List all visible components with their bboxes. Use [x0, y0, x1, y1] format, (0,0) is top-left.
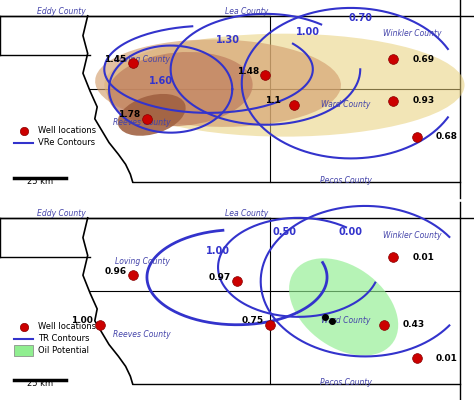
- Text: Ward County: Ward County: [321, 100, 371, 110]
- Text: Eddy County: Eddy County: [37, 209, 86, 218]
- Text: Lea County: Lea County: [225, 209, 268, 218]
- Text: 0.43: 0.43: [403, 320, 425, 329]
- Bar: [14, 344, 33, 356]
- Text: 0.50: 0.50: [273, 227, 296, 237]
- Text: 1.30: 1.30: [216, 35, 239, 45]
- Text: Oil Potential: Oil Potential: [38, 346, 89, 355]
- Text: Winkler County: Winkler County: [383, 29, 442, 38]
- Text: Lea County: Lea County: [225, 7, 268, 16]
- Text: 0.01: 0.01: [412, 253, 434, 262]
- Text: 0.70: 0.70: [348, 13, 372, 23]
- Text: Pecos County: Pecos County: [320, 176, 372, 185]
- Text: 0.00: 0.00: [339, 227, 363, 237]
- Text: Loving County: Loving County: [115, 55, 170, 64]
- Text: 25 km: 25 km: [27, 379, 54, 388]
- Text: 0.97: 0.97: [209, 273, 231, 282]
- Text: 1.00: 1.00: [296, 27, 320, 37]
- Ellipse shape: [104, 34, 465, 137]
- Text: Eddy County: Eddy County: [37, 7, 86, 16]
- Text: Well locations: Well locations: [38, 126, 96, 135]
- Text: TR Contours: TR Contours: [38, 334, 90, 343]
- Text: 0.68: 0.68: [436, 132, 458, 141]
- Text: Reeves County: Reeves County: [113, 118, 171, 127]
- Text: Pecos County: Pecos County: [320, 378, 372, 387]
- Text: 1.45: 1.45: [104, 55, 127, 64]
- Text: Well locations: Well locations: [38, 322, 96, 331]
- Text: Ward County: Ward County: [321, 316, 371, 325]
- Ellipse shape: [108, 52, 253, 126]
- Text: 0.93: 0.93: [412, 96, 435, 106]
- Text: 1.1: 1.1: [265, 96, 281, 106]
- Text: 0.75: 0.75: [242, 316, 264, 325]
- Text: VRe Contours: VRe Contours: [38, 138, 95, 147]
- Ellipse shape: [95, 40, 341, 127]
- Text: Loving County: Loving County: [115, 257, 170, 266]
- Ellipse shape: [289, 258, 398, 356]
- Text: 0.01: 0.01: [436, 354, 458, 363]
- Text: 1.48: 1.48: [237, 67, 259, 76]
- Text: 1.00: 1.00: [71, 316, 93, 325]
- Text: 0.96: 0.96: [104, 267, 127, 276]
- Text: 1.60: 1.60: [149, 76, 173, 86]
- Text: 1.00: 1.00: [206, 246, 230, 256]
- Text: 1.78: 1.78: [118, 110, 141, 119]
- Text: 25 km: 25 km: [27, 177, 54, 186]
- Text: Winkler County: Winkler County: [383, 231, 442, 240]
- Ellipse shape: [118, 94, 186, 136]
- Text: Reeves County: Reeves County: [113, 330, 171, 339]
- Text: 0.69: 0.69: [412, 55, 435, 64]
